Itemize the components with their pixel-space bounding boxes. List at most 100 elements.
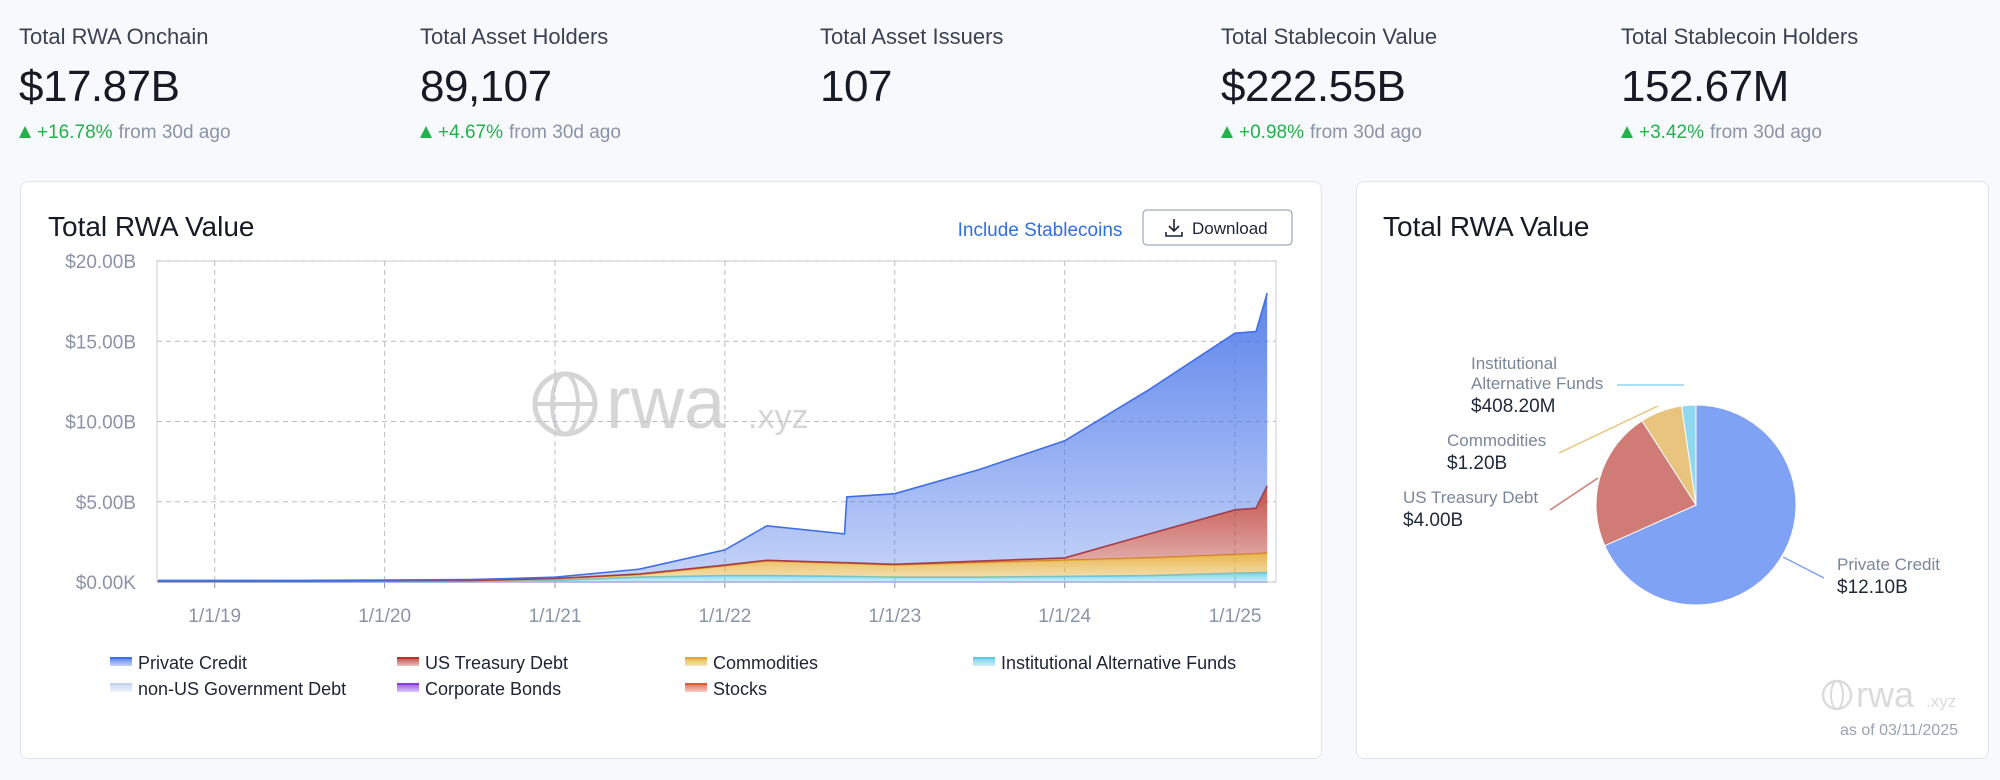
pie-label-value: $4.00B — [1403, 510, 1464, 531]
stat-change: +4.67% from 30d ago — [420, 122, 621, 144]
leader-line — [1782, 556, 1825, 579]
pie-label-name: US Treasury Debt — [1403, 488, 1539, 507]
watermark-suffix: .xyz — [748, 398, 808, 436]
stat-change: +16.78% from 30d ago — [19, 122, 231, 144]
x-tick-label: 1/1/19 — [188, 606, 241, 627]
watermark-main: rwa — [606, 361, 726, 444]
stat-card: Total Stablecoin Value $222.55B +0.98% from… — [1221, 24, 1437, 144]
globe-icon — [1830, 680, 1844, 710]
up-arrow — [1621, 126, 1633, 138]
area-watermark: rwa .xyz — [532, 361, 808, 444]
stat-label: Total Asset Holders — [420, 24, 609, 49]
legend-label: US Treasury Debt — [425, 653, 568, 673]
y-tick-label: $20.00B — [65, 252, 136, 273]
globe-icon — [532, 371, 598, 437]
legend-swatch — [685, 684, 707, 692]
area-line — [157, 292, 1268, 582]
up-arrow — [1221, 126, 1233, 138]
legend-swatch — [685, 658, 707, 666]
stat-value: 152.67M — [1621, 62, 1789, 111]
globe-icon — [1821, 679, 1853, 711]
area — [157, 572, 1268, 582]
legend-label: Corporate Bonds — [425, 679, 561, 699]
watermark-main: rwa — [1856, 674, 1915, 715]
legend-swatch — [110, 684, 132, 692]
globe-icon — [550, 372, 580, 436]
pie-label-value: $408.20M — [1471, 396, 1556, 417]
pie-slice — [1595, 420, 1697, 547]
y-tick-label: $5.00B — [76, 493, 136, 514]
areas — [157, 292, 1268, 583]
download-icon — [1165, 219, 1183, 237]
as-of-date: as of 03/11/2025 — [1840, 722, 1958, 739]
legend-swatch — [973, 658, 995, 666]
leader-line — [1549, 477, 1599, 511]
pie-label-box: US Treasury Debt $4.00B — [1403, 488, 1593, 531]
stat-label: Total Stablecoin Value — [1221, 24, 1438, 49]
x-tick-label: 1/1/22 — [698, 606, 751, 627]
change-note: from 30d ago — [508, 122, 621, 143]
pie-slice — [1681, 404, 1697, 506]
stat-value: 89,107 — [420, 62, 552, 111]
stat-change: +0.98% from 30d ago — [1221, 122, 1437, 144]
pie-label-box: Private Credit $12.10B — [1837, 555, 2000, 598]
legend-label: Stocks — [713, 679, 767, 699]
change-note: from 30d ago — [1309, 122, 1422, 143]
y-tick-label: $0.00K — [76, 573, 137, 594]
stat-value: $222.55B — [1221, 62, 1406, 111]
pie-slice — [1604, 404, 1797, 606]
change-percent: +3.42% — [1639, 122, 1704, 143]
x-tick-label: 1/1/24 — [1038, 606, 1091, 627]
stat-change: +3.42% from 30d ago — [1621, 122, 1858, 144]
pie-label-name: Institutional Alternative Funds — [1471, 354, 1604, 393]
stat-card: Total Asset Issuers 107 — [820, 24, 1003, 112]
pie-watermark: rwa .xyz — [1821, 674, 1956, 715]
pie-label-box: Commodities $1.20B — [1447, 431, 1637, 474]
stat-label: Total Stablecoin Holders — [1621, 24, 1859, 49]
y-tick-label: $10.00B — [65, 413, 136, 434]
x-tick-label: 1/1/20 — [358, 606, 411, 627]
legend-label: Private Credit — [138, 653, 247, 673]
leader-line — [1558, 405, 1659, 454]
legend-swatch — [397, 684, 419, 692]
pie-label-box: Institutional Alternative Funds $408.20M — [1471, 354, 1661, 417]
pie-label: US Treasury Debt $4.00B — [1403, 488, 1593, 531]
change-percent: +4.67% — [438, 122, 503, 143]
up-arrow — [420, 126, 432, 138]
legend-swatch — [397, 658, 419, 666]
pie-label: Institutional Alternative Funds $408.20M — [1471, 354, 1661, 417]
include-stablecoins-toggle[interactable]: Include Stablecoins — [958, 220, 1123, 241]
stat-card: Total Asset Holders 89,107 +4.67% from 30d … — [420, 24, 621, 144]
pie-label-value: $1.20B — [1447, 453, 1508, 474]
change-percent: +0.98% — [1239, 122, 1304, 143]
pie-title: Total RWA Value — [1383, 211, 1589, 242]
area-title: Total RWA Value — [48, 211, 254, 242]
pie-label-value: $12.10B — [1837, 577, 1908, 598]
pie-label-name: Commodities — [1447, 431, 1547, 450]
stat-card: Total Stablecoin Holders 152.67M +3.42% fro… — [1621, 24, 1858, 144]
legend-swatch — [110, 658, 132, 666]
x-tick-label: 1/1/21 — [529, 606, 582, 627]
download-label[interactable]: Download — [1192, 219, 1268, 238]
area — [157, 293, 1268, 581]
pie-label: Commodities $1.20B — [1447, 431, 1637, 474]
stat-value: 107 — [820, 62, 892, 111]
stat-label: Total Asset Issuers — [820, 24, 1004, 49]
up-arrow — [19, 126, 31, 138]
legend-label: Commodities — [713, 653, 818, 673]
stat-value: $17.87B — [19, 62, 180, 111]
legend-label: Institutional Alternative Funds — [1001, 653, 1236, 673]
x-tick-label: 1/1/23 — [868, 606, 921, 627]
watermark-suffix: .xyz — [1926, 692, 1956, 711]
pie-label-name: Private Credit — [1837, 555, 1940, 574]
change-percent: +16.78% — [37, 122, 113, 143]
x-tick-label: 1/1/25 — [1209, 606, 1262, 627]
download-button[interactable]: Download — [1142, 209, 1293, 246]
change-note: from 30d ago — [1709, 122, 1822, 143]
change-note: from 30d ago — [118, 122, 231, 143]
pie-label: Private Credit $12.10B — [1837, 555, 2000, 598]
stat-label: Total RWA Onchain — [19, 24, 209, 49]
legend-label: non-US Government Debt — [138, 679, 346, 699]
